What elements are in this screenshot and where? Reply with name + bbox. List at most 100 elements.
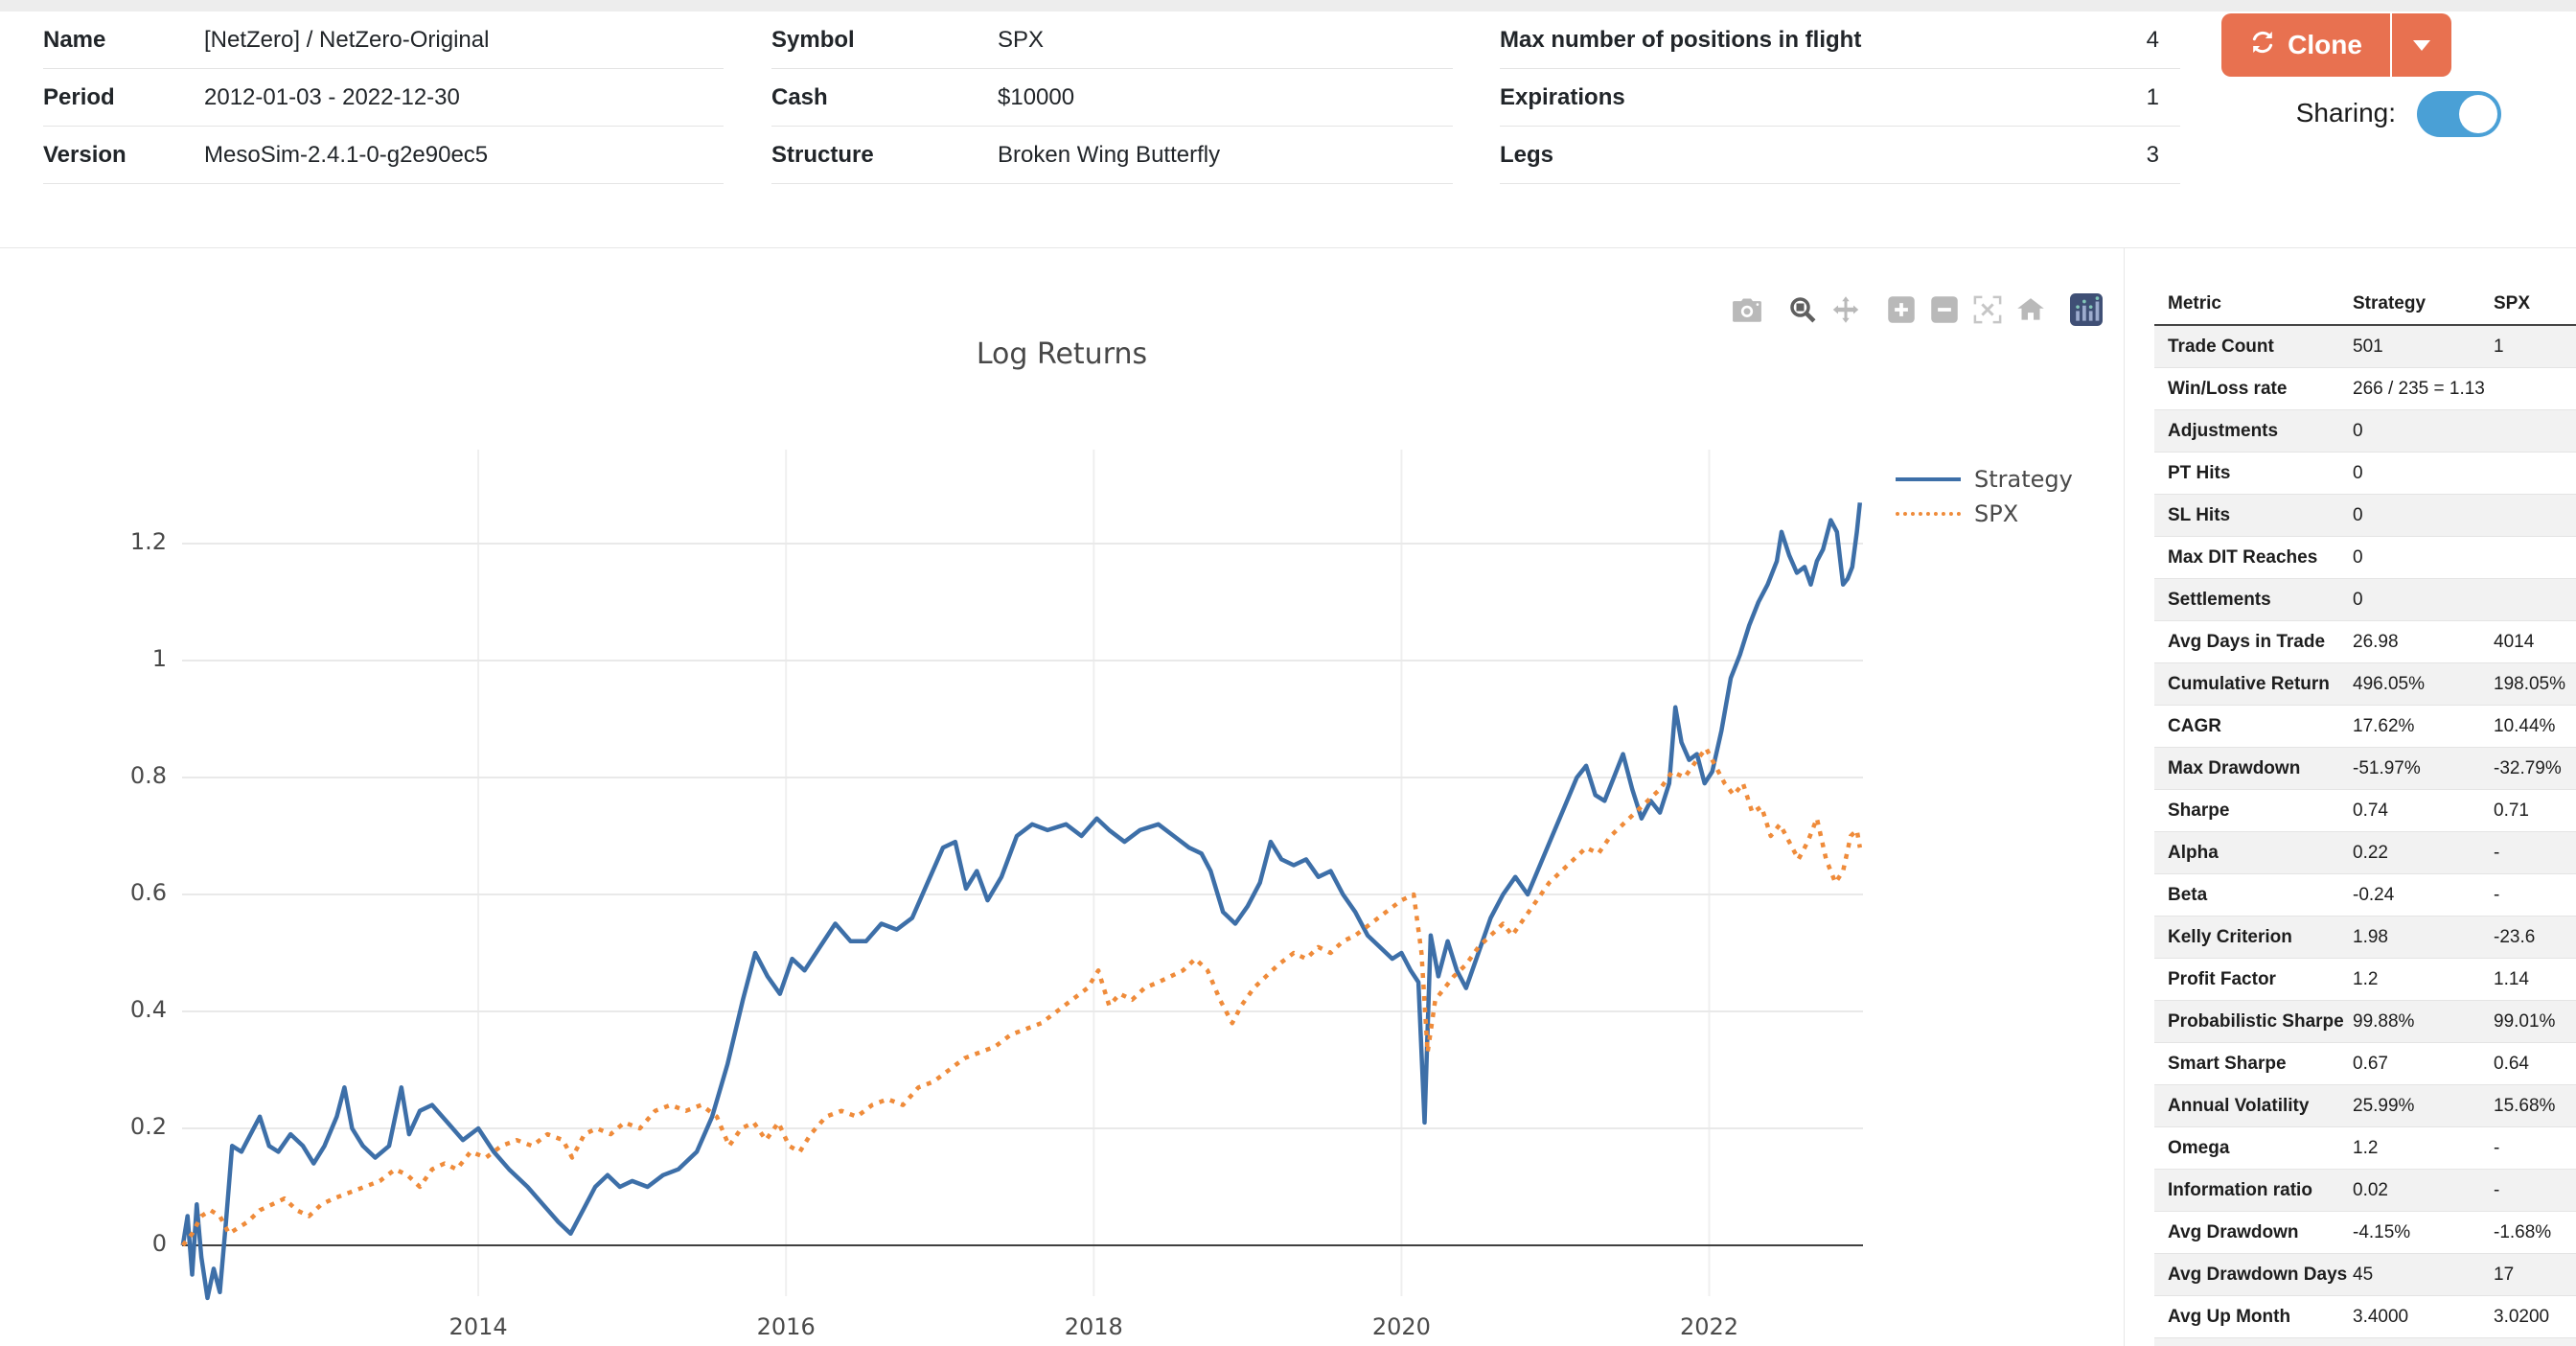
metrics-row: PT Hits 0 xyxy=(2154,453,2576,495)
meta-row: Period 2012-01-03 - 2022-12-30 xyxy=(43,69,724,127)
spx-value: - xyxy=(2494,1179,2500,1200)
strategy-value: 0.02 xyxy=(2353,1179,2388,1200)
metrics-row: Annual Volatility 25.99% 15.68% xyxy=(2154,1085,2576,1127)
spx-value: -1.68% xyxy=(2494,1221,2552,1242)
metrics-row: Max DIT Reaches 0 xyxy=(2154,537,2576,579)
strategy-value: 0 xyxy=(2353,546,2363,568)
zoom-out-icon[interactable] xyxy=(1928,293,1961,326)
metric-name: Omega xyxy=(2168,1137,2230,1158)
meta-table-name-period-version: Name [NetZero] / NetZero-Original Period 20… xyxy=(43,12,724,184)
metrics-header-metric: Metric xyxy=(2168,293,2221,313)
meta-value: [NetZero] / NetZero-Original xyxy=(204,26,490,53)
metrics-row: Omega 1.2 - xyxy=(2154,1127,2576,1170)
pan-icon[interactable] xyxy=(1829,293,1862,326)
metric-name: Max Drawdown xyxy=(2168,757,2301,778)
legend-item-spx[interactable]: SPX xyxy=(1896,497,2073,531)
metric-name: Avg Drawdown xyxy=(2168,1221,2299,1242)
chart-title: Log Returns xyxy=(976,337,1148,371)
y-tick-label: 0.2 xyxy=(129,1113,167,1140)
meta-table-positions-expirations-legs: Max number of positions in flight 4 Expira… xyxy=(1500,12,2180,184)
sharing-label: Sharing: xyxy=(2295,98,2396,128)
toggle-knob xyxy=(2459,95,2497,133)
meta-value: 3 xyxy=(2146,141,2159,168)
spx-value: 0.71 xyxy=(2494,800,2529,821)
x-tick-label: 2022 xyxy=(1679,1313,1739,1340)
legend-label: SPX xyxy=(1974,500,2019,527)
strategy-value: 1.2 xyxy=(2353,1137,2379,1158)
clone-split-button: Clone xyxy=(2221,13,2451,77)
metrics-table-header: Metric Strategy SPX xyxy=(2154,284,2576,326)
y-tick-label: 0.6 xyxy=(129,879,167,906)
strategy-value: 99.88% xyxy=(2353,1010,2415,1032)
metric-name: Alpha xyxy=(2168,842,2219,863)
metrics-row: Max Drawdown -51.97% -32.79% xyxy=(2154,748,2576,790)
chart-panel-divider xyxy=(2124,248,2125,1346)
metric-name: Trade Count xyxy=(2168,336,2274,357)
legend-swatch xyxy=(1896,477,1961,481)
metric-name: Profit Factor xyxy=(2168,968,2276,989)
metrics-row: Alpha 0.22 - xyxy=(2154,832,2576,874)
x-tick-label: 2014 xyxy=(448,1313,508,1340)
metrics-row: Information ratio 0.02 - xyxy=(2154,1170,2576,1212)
clone-button[interactable]: Clone xyxy=(2221,13,2390,77)
autoscale-icon[interactable] xyxy=(1971,293,2004,326)
meta-value: 4 xyxy=(2146,26,2159,53)
metrics-row: Avg Drawdown Days 45 17 xyxy=(2154,1254,2576,1296)
strategy-value: 0.74 xyxy=(2353,800,2388,821)
spx-value: 198.05% xyxy=(2494,673,2566,694)
meta-row: Version MesoSim-2.4.1-0-g2e90ec5 xyxy=(43,127,724,184)
strategy-value: 0 xyxy=(2353,420,2363,441)
meta-row: Expirations 1 xyxy=(1500,69,2180,127)
metric-name: Settlements xyxy=(2168,589,2271,610)
metric-name: Adjustments xyxy=(2168,420,2279,441)
spx-value: 0.64 xyxy=(2494,1053,2529,1074)
metrics-row: Avg Down Month-3.67%-3.82% xyxy=(2154,1338,2576,1346)
strategy-value: 0 xyxy=(2353,462,2363,483)
x-tick-label: 2016 xyxy=(756,1313,816,1340)
metric-name: PT Hits xyxy=(2168,462,2231,483)
metric-name: CAGR xyxy=(2168,715,2221,736)
meta-value: Broken Wing Butterfly xyxy=(998,141,1221,168)
zoom-icon[interactable] xyxy=(1786,293,1819,326)
metrics-row: Adjustments 0 xyxy=(2154,410,2576,453)
meta-row: Cash $10000 xyxy=(771,69,1453,127)
y-tick-label: 0.8 xyxy=(129,762,167,789)
metrics-row: SL Hits 0 xyxy=(2154,495,2576,537)
meta-row: Symbol SPX xyxy=(771,12,1453,69)
strategy-value: 25.99% xyxy=(2353,1095,2415,1116)
spx-value: 1 xyxy=(2494,336,2504,357)
metric-name: Avg Up Month xyxy=(2168,1306,2291,1327)
metric-name: Kelly Criterion xyxy=(2168,926,2292,947)
strategy-value: -4.15% xyxy=(2353,1221,2411,1242)
metrics-table: Metric Strategy SPX Trade Count 501 1 Win/L… xyxy=(2154,284,2576,1346)
strategy-value: 0.67 xyxy=(2353,1053,2388,1074)
metrics-header-spx: SPX xyxy=(2494,293,2531,313)
spx-value: -23.6 xyxy=(2494,926,2536,947)
strategy-value: 45 xyxy=(2353,1264,2374,1285)
meta-row: Structure Broken Wing Butterfly xyxy=(771,127,1453,184)
refresh-icon xyxy=(2249,29,2276,62)
zoom-in-icon[interactable] xyxy=(1885,293,1918,326)
meta-label: Expirations xyxy=(1500,83,1625,110)
home-icon[interactable] xyxy=(2014,293,2047,326)
camera-icon[interactable] xyxy=(1731,293,1763,326)
meta-label: Cash xyxy=(771,83,828,110)
strategy-value: 1.98 xyxy=(2353,926,2388,947)
y-tick-label: 0.4 xyxy=(129,996,167,1023)
spx-value: 10.44% xyxy=(2494,715,2556,736)
clone-dropdown-button[interactable] xyxy=(2392,13,2451,77)
y-tick-label: 1.2 xyxy=(129,528,167,555)
header-divider xyxy=(0,247,2576,248)
spx-value: 1.14 xyxy=(2494,968,2529,989)
metric-name: Beta xyxy=(2168,884,2208,905)
sharing-toggle[interactable] xyxy=(2417,91,2501,137)
meta-value: 1 xyxy=(2146,83,2159,110)
strategy-value: 3.4000 xyxy=(2353,1306,2409,1327)
legend-item-strategy[interactable]: Strategy xyxy=(1896,462,2073,497)
strategy-value: 0 xyxy=(2353,589,2363,610)
meta-value: 2012-01-03 - 2022-12-30 xyxy=(204,83,460,110)
meta-value: SPX xyxy=(998,26,1045,53)
plotly-logo-icon[interactable] xyxy=(2070,293,2103,326)
strategy-value: -51.97% xyxy=(2353,757,2421,778)
